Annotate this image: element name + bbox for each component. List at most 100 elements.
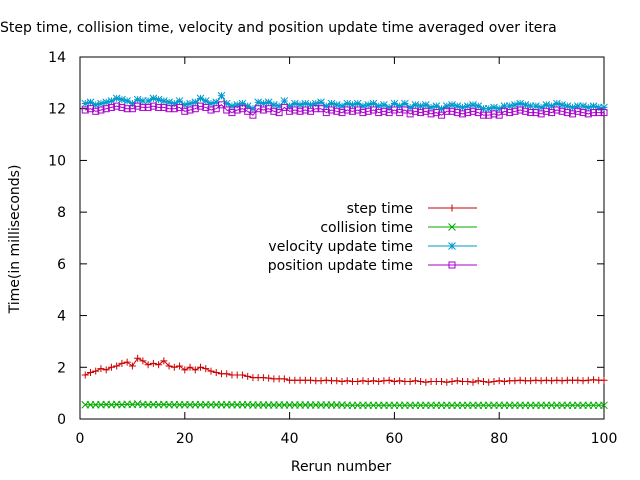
data-point bbox=[270, 100, 278, 109]
data-point bbox=[332, 100, 341, 109]
data-point bbox=[505, 102, 514, 110]
data-point bbox=[364, 378, 372, 386]
data-point bbox=[553, 376, 561, 384]
data-point bbox=[516, 106, 524, 114]
data-point bbox=[417, 378, 425, 386]
data-point bbox=[500, 378, 508, 386]
data-point bbox=[107, 103, 115, 111]
data-point bbox=[453, 109, 461, 117]
data-point bbox=[322, 376, 330, 384]
data-point bbox=[197, 363, 205, 371]
data-point bbox=[149, 94, 158, 103]
data-point bbox=[170, 105, 178, 113]
data-point bbox=[285, 102, 294, 110]
data-point bbox=[584, 110, 592, 118]
data-point bbox=[479, 111, 487, 119]
x-axis-title: Rerun number bbox=[291, 459, 392, 475]
data-point bbox=[469, 378, 477, 386]
data-point bbox=[123, 105, 131, 113]
data-point bbox=[406, 378, 414, 386]
data-point bbox=[548, 377, 556, 385]
data-point bbox=[254, 105, 262, 113]
data-point bbox=[133, 95, 142, 104]
data-point bbox=[186, 363, 194, 371]
data-point bbox=[537, 377, 545, 385]
data-point bbox=[317, 98, 325, 107]
data-point bbox=[238, 371, 246, 379]
data-point bbox=[547, 102, 556, 110]
data-point bbox=[448, 100, 456, 109]
data-point bbox=[123, 358, 131, 366]
y-axis-title: Time(in milliseconds) bbox=[7, 165, 23, 315]
data-point bbox=[118, 95, 126, 104]
data-point bbox=[401, 99, 409, 108]
data-point bbox=[532, 376, 540, 384]
plot-series bbox=[81, 91, 608, 410]
data-point bbox=[107, 363, 115, 371]
data-point bbox=[217, 91, 226, 100]
y-tick-label: 14 bbox=[48, 50, 66, 66]
data-point bbox=[427, 110, 435, 118]
data-point bbox=[123, 97, 132, 105]
data-point bbox=[353, 99, 362, 108]
data-point bbox=[290, 99, 299, 108]
plot-frame bbox=[79, 56, 605, 420]
data-point bbox=[542, 376, 550, 384]
data-point bbox=[568, 103, 577, 112]
legend-label: position update time bbox=[268, 258, 413, 274]
data-point bbox=[102, 105, 110, 113]
data-point bbox=[149, 102, 157, 110]
series-collision-time bbox=[81, 400, 608, 410]
data-point bbox=[442, 102, 451, 110]
data-point bbox=[443, 378, 451, 386]
data-point bbox=[228, 102, 236, 110]
data-point bbox=[558, 107, 566, 115]
data-point bbox=[579, 109, 587, 117]
data-point bbox=[385, 103, 394, 112]
data-point bbox=[474, 377, 482, 385]
data-point bbox=[86, 368, 94, 376]
data-point bbox=[238, 99, 247, 108]
data-point bbox=[275, 102, 283, 110]
data-point bbox=[264, 98, 273, 107]
data-point bbox=[180, 100, 189, 109]
data-point bbox=[421, 100, 430, 109]
data-point bbox=[437, 104, 446, 113]
data-point bbox=[474, 102, 483, 110]
data-point bbox=[159, 97, 168, 105]
data-point bbox=[526, 102, 535, 110]
data-point bbox=[484, 104, 493, 113]
data-point bbox=[401, 106, 409, 114]
data-point bbox=[521, 100, 530, 109]
data-point bbox=[176, 103, 184, 111]
data-point bbox=[375, 109, 383, 117]
data-point bbox=[595, 109, 603, 117]
data-point bbox=[527, 377, 535, 385]
data-point bbox=[244, 107, 252, 115]
data-point bbox=[343, 106, 351, 114]
data-point bbox=[207, 367, 215, 375]
legend-label: velocity update time bbox=[268, 239, 413, 255]
data-point bbox=[574, 107, 582, 115]
data-point bbox=[259, 106, 267, 114]
data-point bbox=[511, 377, 519, 385]
data-point bbox=[92, 367, 100, 375]
data-point bbox=[265, 374, 273, 382]
data-point bbox=[181, 366, 189, 374]
data-point bbox=[500, 102, 509, 110]
y-tick-label: 12 bbox=[48, 102, 66, 118]
data-point bbox=[338, 378, 346, 386]
y-tick-label: 6 bbox=[57, 257, 66, 273]
data-point bbox=[432, 102, 441, 110]
data-point bbox=[155, 103, 163, 111]
data-point bbox=[338, 102, 346, 110]
data-point bbox=[270, 107, 278, 115]
data-point bbox=[191, 366, 199, 374]
data-point bbox=[590, 376, 598, 384]
data-point bbox=[134, 354, 142, 362]
data-point bbox=[542, 100, 551, 109]
data-point bbox=[222, 99, 231, 108]
data-point bbox=[97, 99, 105, 108]
data-point bbox=[359, 102, 367, 110]
